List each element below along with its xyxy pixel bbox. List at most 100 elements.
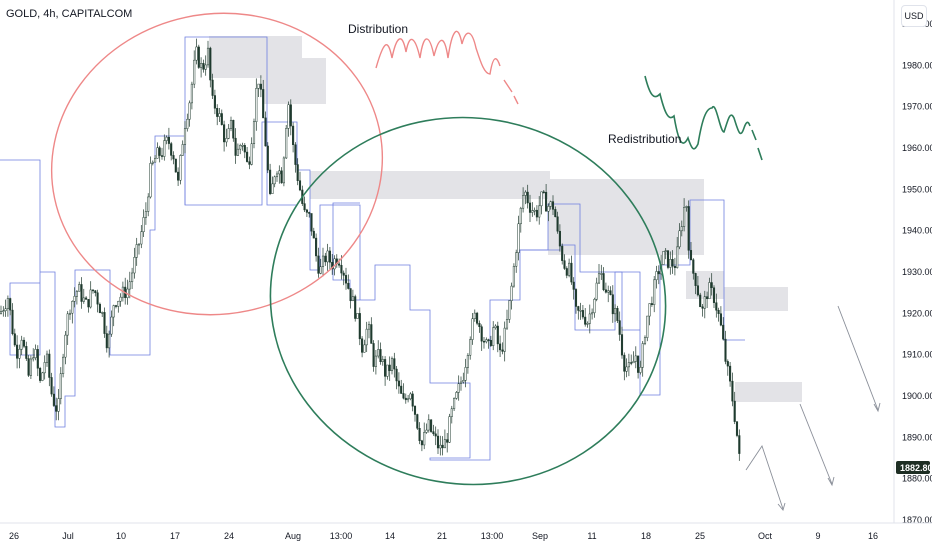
candle-body [80, 284, 83, 302]
candle-body [699, 294, 702, 308]
candle-body [351, 296, 354, 302]
x-tick-label: 9 [815, 531, 820, 541]
candle-body [154, 158, 157, 163]
candle-body [361, 338, 364, 353]
candle-body [22, 339, 26, 347]
candle-body [213, 95, 216, 109]
candle-body [715, 302, 718, 311]
candle-body [229, 119, 233, 129]
candle-body [292, 125, 295, 145]
candle-body [225, 138, 228, 143]
red-distribution-circle [50, 12, 384, 316]
candle-body [607, 290, 610, 293]
candle-body [710, 282, 713, 289]
candle-body [234, 137, 237, 156]
candle-body [377, 349, 380, 357]
candle-body [708, 282, 711, 300]
candle-body [676, 246, 679, 268]
candle-body [595, 282, 598, 300]
currency-button[interactable]: USD [901, 5, 927, 27]
candle-body [446, 439, 449, 443]
candle-body [374, 355, 377, 367]
candle-body [473, 312, 476, 320]
candle-body [73, 296, 76, 302]
candle-body [317, 255, 320, 274]
candle-body [280, 170, 283, 184]
candle-body [632, 361, 635, 364]
candle-body [200, 63, 203, 68]
candle-body [540, 191, 543, 207]
candle-body [151, 161, 154, 164]
arrow-head-3 [873, 402, 881, 413]
x-tick-label: Jul [62, 531, 74, 541]
candle-body [250, 143, 253, 165]
candle-body [413, 406, 417, 415]
candle-body [64, 334, 67, 358]
candle-body [487, 339, 490, 341]
candle-body [252, 121, 256, 144]
candle-body [478, 323, 481, 327]
candle-body [436, 435, 440, 449]
y-tick-label: 1910.00 [902, 350, 932, 360]
candle-body [34, 349, 37, 359]
candle-body [190, 83, 193, 104]
candle-body [94, 290, 97, 294]
x-tick-label: 24 [224, 531, 234, 541]
candle-body [662, 251, 665, 265]
x-tick-label: 25 [695, 531, 705, 541]
candle-body [170, 143, 173, 156]
candle-body [324, 255, 327, 263]
candle-body [75, 291, 78, 297]
candle-body [687, 206, 690, 251]
candle-body [643, 337, 647, 344]
y-tick-label: 1890.00 [902, 432, 932, 442]
candle-body [68, 312, 72, 315]
candle-body [480, 326, 483, 342]
candle-body [227, 128, 230, 139]
candle-body [706, 296, 709, 300]
x-tick-label: 13:00 [330, 531, 353, 541]
candle-body [135, 244, 138, 258]
candle-body [664, 250, 667, 252]
x-tick-label: 10 [116, 531, 126, 541]
candle-body [639, 367, 642, 373]
candle-body [188, 102, 191, 120]
candle-body [482, 340, 486, 343]
candle-body [6, 298, 9, 309]
candle-body [13, 333, 16, 346]
candle-body [32, 357, 35, 360]
candle-body [418, 428, 421, 441]
candle-body [627, 362, 630, 368]
candle-body [384, 359, 387, 377]
arrow-path-1 [745, 444, 784, 510]
candle-body [39, 368, 42, 381]
candle-body [597, 273, 601, 284]
candle-body [246, 151, 249, 162]
candle-body [535, 209, 538, 218]
arrow-path-3 [837, 305, 879, 411]
candle-body [602, 273, 605, 290]
candle-body [579, 310, 582, 312]
candle-body [354, 296, 357, 319]
candle-body [156, 147, 159, 159]
candle-body [653, 279, 656, 305]
candle-body [485, 339, 488, 343]
candle-body [20, 339, 23, 350]
candle-body [167, 136, 170, 144]
candle-body [41, 372, 44, 381]
candle-body [48, 353, 51, 378]
candle-body [703, 296, 706, 309]
candle-body [147, 196, 150, 212]
candle-body [689, 250, 693, 261]
candle-body [395, 368, 398, 382]
candle-body [365, 328, 368, 346]
candle-body [489, 339, 492, 346]
candle-body [402, 393, 405, 399]
candle-body [650, 303, 653, 305]
candle-body [27, 358, 30, 376]
candle-body [206, 47, 210, 66]
candle-body [503, 327, 506, 352]
candle-body [294, 144, 297, 165]
